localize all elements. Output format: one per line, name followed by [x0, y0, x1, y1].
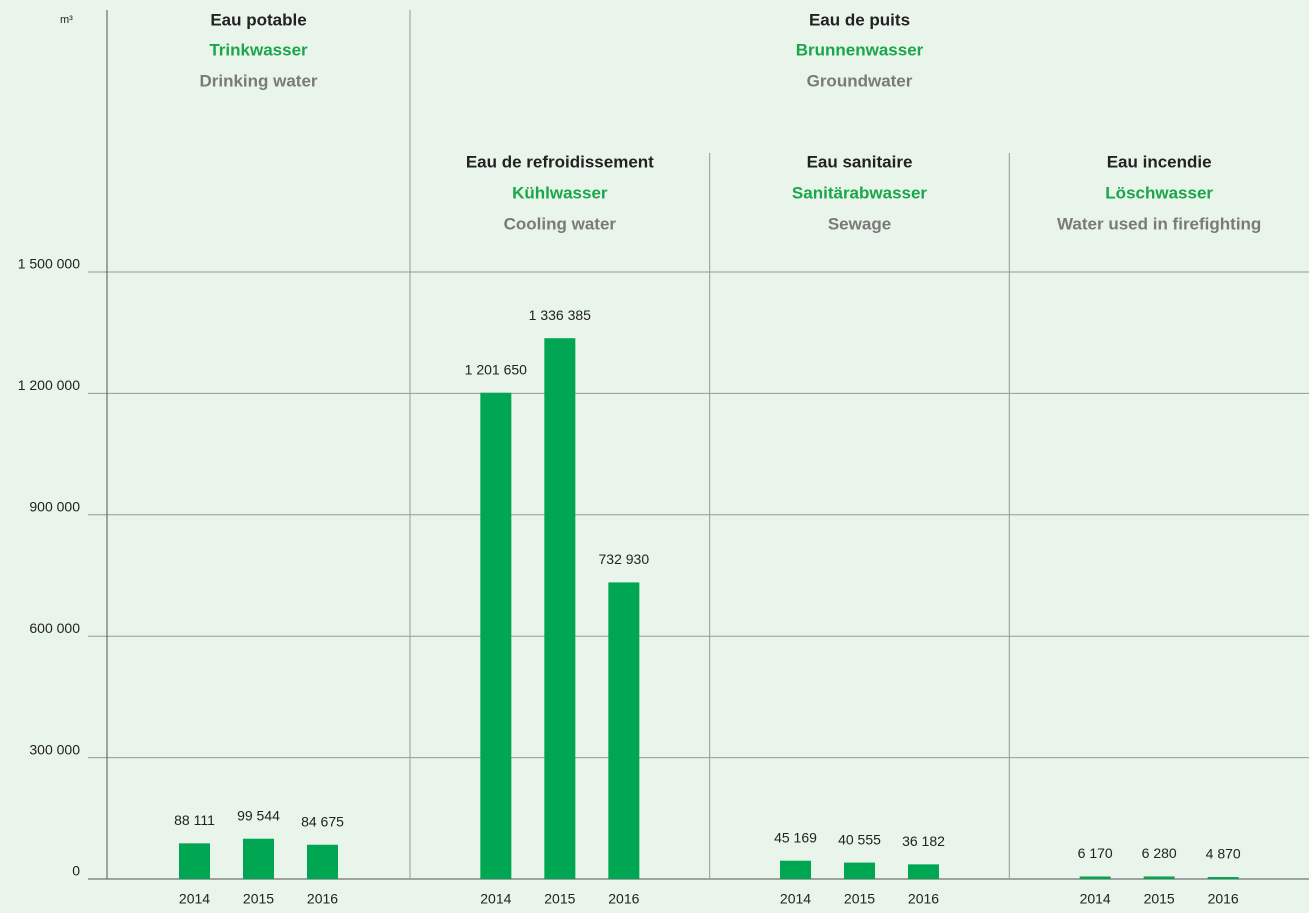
panel-title-de: Sanitärabwasser	[792, 183, 928, 202]
x-tick-label: 2016	[1208, 891, 1239, 907]
bar	[780, 860, 811, 879]
x-tick-label: 2014	[1080, 891, 1111, 907]
panel-title-fr: Eau potable	[210, 10, 306, 29]
panel-title-fr: Eau de puits	[809, 10, 910, 29]
y-tick-label: 1 200 000	[18, 377, 80, 393]
panel-title-en: Water used in firefighting	[1057, 214, 1261, 233]
value-label: 732 930	[599, 551, 650, 567]
x-tick-label: 2016	[908, 891, 939, 907]
panel-title-en: Groundwater	[807, 71, 913, 90]
y-tick-label: 0	[72, 863, 80, 879]
bar	[544, 338, 576, 879]
value-label: 4 870	[1206, 846, 1241, 862]
panel-title-fr: Eau de refroidissement	[466, 152, 654, 171]
x-tick-label: 2014	[780, 891, 811, 907]
x-tick-label: 2015	[844, 891, 875, 907]
panel-title-fr: Eau sanitaire	[807, 152, 913, 171]
bar	[1079, 876, 1111, 879]
bar	[179, 843, 210, 879]
bar	[307, 844, 338, 879]
bar	[908, 864, 939, 879]
x-tick-label: 2016	[307, 891, 338, 907]
x-tick-label: 2015	[1144, 891, 1175, 907]
x-tick-label: 2016	[608, 891, 639, 907]
y-axis-label: m³	[60, 14, 73, 26]
panel-title-en: Sewage	[828, 214, 891, 233]
value-label: 6 170	[1078, 845, 1113, 861]
x-tick-label: 2015	[544, 891, 575, 907]
value-label: 88 111	[174, 812, 215, 828]
y-tick-label: 600 000	[29, 620, 80, 636]
bar	[480, 392, 512, 879]
x-tick-label: 2014	[480, 891, 511, 907]
bar	[1143, 876, 1175, 879]
panel-title-de: Trinkwasser	[209, 40, 308, 59]
value-label: 1 336 385	[529, 307, 591, 323]
bar	[844, 862, 875, 879]
x-tick-label: 2015	[243, 891, 274, 907]
panel-title-de: Brunnenwasser	[796, 40, 924, 59]
bar	[1207, 877, 1239, 879]
value-label: 36 182	[902, 833, 945, 849]
value-label: 1 201 650	[465, 361, 527, 377]
bar	[243, 838, 274, 879]
y-tick-label: 1 500 000	[18, 256, 80, 272]
panel-title-fr: Eau incendie	[1107, 152, 1212, 171]
y-tick-label: 300 000	[29, 741, 80, 757]
value-label: 84 675	[301, 813, 344, 829]
y-tick-label: 900 000	[29, 499, 80, 515]
value-label: 99 544	[237, 807, 280, 823]
value-label: 6 280	[1142, 845, 1177, 861]
x-tick-label: 2014	[179, 891, 210, 907]
value-label: 40 555	[838, 831, 881, 847]
panel-title-de: Kühlwasser	[512, 183, 608, 202]
panel-title-de: Löschwasser	[1105, 183, 1213, 202]
panel-title-en: Cooling water	[504, 214, 617, 233]
value-label: 45 169	[774, 829, 817, 845]
bar	[608, 582, 640, 879]
panel-title-en: Drinking water	[199, 71, 317, 90]
